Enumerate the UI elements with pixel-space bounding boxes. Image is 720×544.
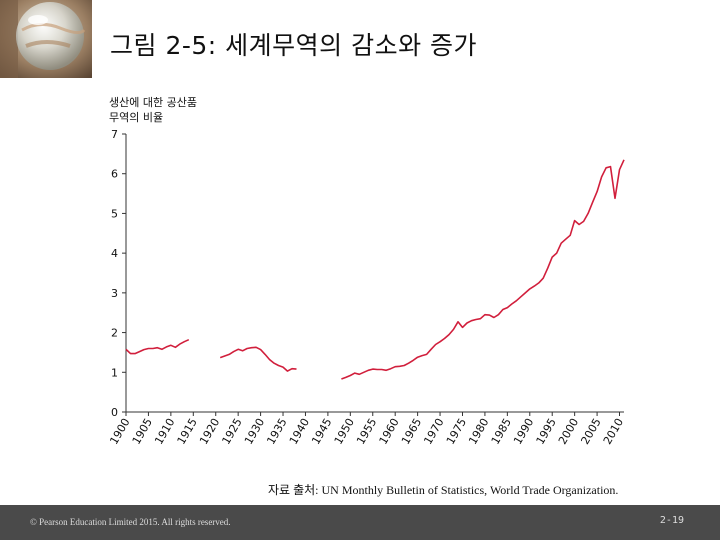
x-tick-label: 2000 bbox=[556, 416, 581, 447]
x-tick-label: 1900 bbox=[107, 416, 132, 447]
x-tick-label: 1940 bbox=[287, 416, 312, 447]
y-tick-label: 5 bbox=[111, 207, 118, 220]
y-tick-label: 1 bbox=[111, 366, 118, 379]
x-tick-label: 1945 bbox=[309, 416, 334, 447]
copyright-text: © Pearson Education Limited 2015. All ri… bbox=[30, 517, 231, 527]
x-tick-label: 1950 bbox=[332, 416, 357, 447]
x-tick-label: 1975 bbox=[444, 416, 469, 447]
y-tick-label: 2 bbox=[111, 327, 118, 340]
y-axis-label-line2: 무역의 비율 bbox=[109, 111, 163, 124]
x-tick-label: 1970 bbox=[421, 416, 446, 447]
slide-title: 그림 2-5: 세계무역의 감소와 증가 bbox=[110, 31, 478, 60]
source-note: 자료 출처: UN Monthly Bulletin of Statistics… bbox=[268, 483, 619, 497]
x-tick-label: 1955 bbox=[354, 416, 379, 447]
x-tick-label: 1995 bbox=[534, 416, 559, 447]
x-tick-label: 1920 bbox=[197, 416, 222, 447]
glass-globe-photo-icon bbox=[0, 0, 92, 78]
x-tick-label: 1990 bbox=[511, 416, 536, 447]
x-tick-label: 1960 bbox=[377, 416, 402, 447]
series-line-segment bbox=[219, 346, 297, 372]
y-tick-label: 3 bbox=[111, 287, 118, 300]
footer-bar: © Pearson Education Limited 2015. All ri… bbox=[0, 505, 720, 540]
x-tick-label: 1985 bbox=[489, 416, 514, 447]
y-tick-label: 7 bbox=[111, 128, 118, 141]
x-tick-label: 1925 bbox=[220, 416, 245, 447]
x-tick-label: 1935 bbox=[264, 416, 289, 447]
x-tick-label: 1915 bbox=[175, 416, 200, 447]
x-tick-label: 1905 bbox=[130, 416, 155, 447]
x-tick-label: 2010 bbox=[601, 416, 626, 447]
corner-photo bbox=[0, 0, 92, 78]
x-tick-label: 2005 bbox=[578, 416, 603, 447]
y-tick-label: 0 bbox=[111, 406, 118, 419]
x-tick-label: 1910 bbox=[152, 416, 177, 447]
page-number: 2-19 bbox=[659, 515, 684, 526]
y-axis-label-line1: 생산에 대한 공산품 bbox=[109, 96, 197, 109]
series-line-segment bbox=[341, 159, 625, 380]
x-tick-label: 1965 bbox=[399, 416, 424, 447]
y-tick-label: 6 bbox=[111, 168, 118, 181]
x-tick-label: 1930 bbox=[242, 416, 267, 447]
series-line-segment bbox=[125, 338, 190, 355]
x-tick-label: 1980 bbox=[466, 416, 491, 447]
y-tick-label: 4 bbox=[111, 247, 118, 260]
